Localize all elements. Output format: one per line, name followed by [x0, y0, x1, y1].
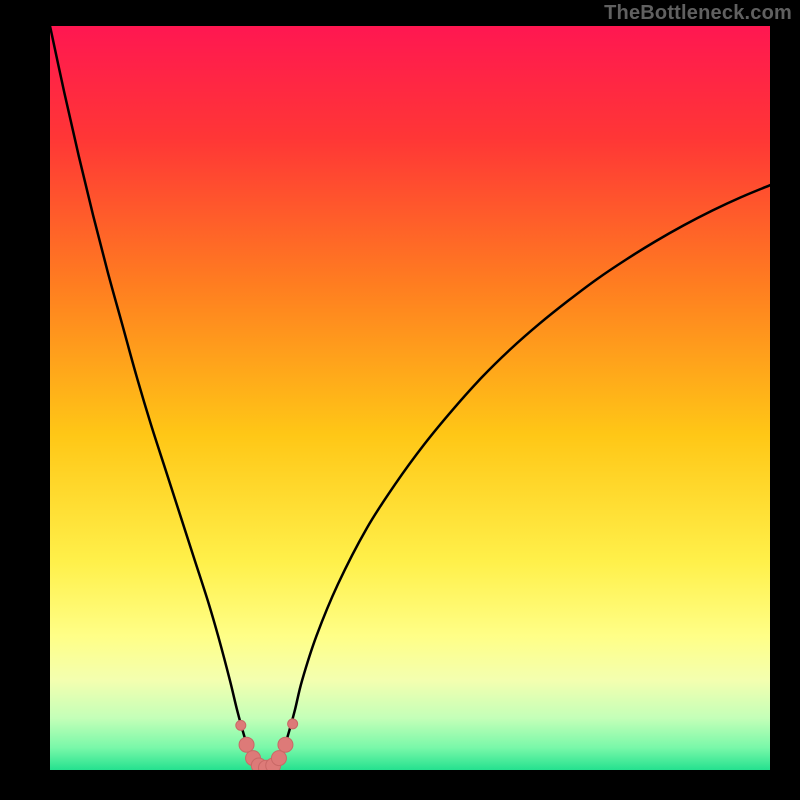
outer-frame: TheBottleneck.com — [0, 0, 800, 800]
watermark-text: TheBottleneck.com — [604, 2, 792, 25]
chart-background — [50, 26, 770, 770]
curve-marker — [271, 751, 286, 766]
plot-area — [50, 26, 770, 770]
curve-marker — [236, 720, 246, 730]
curve-marker — [288, 719, 298, 729]
curve-marker — [278, 737, 293, 752]
curve-marker — [239, 737, 254, 752]
chart-svg — [50, 26, 770, 770]
